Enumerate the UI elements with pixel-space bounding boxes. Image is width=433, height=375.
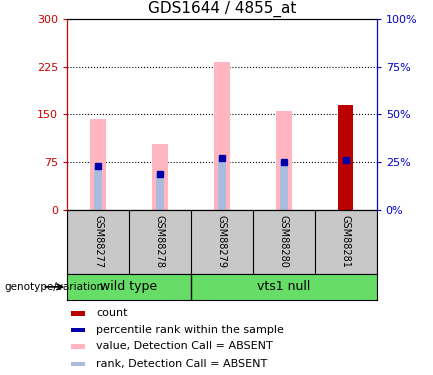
Bar [342,160,349,210]
Bar [94,166,102,210]
Bar [338,105,353,210]
Bar [338,105,353,210]
Text: count: count [97,309,128,318]
Bar [71,328,85,332]
Bar [71,362,85,366]
Text: GSM88281: GSM88281 [341,215,351,268]
Bar [276,111,291,210]
Bar [71,344,85,349]
Text: GSM88280: GSM88280 [279,215,289,268]
Text: GSM88277: GSM88277 [93,215,103,268]
Text: value, Detection Call = ABSENT: value, Detection Call = ABSENT [97,342,273,351]
Bar [71,311,85,316]
Title: GDS1644 / 4855_at: GDS1644 / 4855_at [148,1,296,17]
Bar [156,174,164,210]
Bar [214,62,229,210]
Text: percentile rank within the sample: percentile rank within the sample [97,325,284,335]
Bar [280,162,288,210]
Bar [152,144,168,210]
Text: genotype/variation: genotype/variation [4,282,103,292]
Text: GSM88278: GSM88278 [155,215,165,268]
Text: GSM88279: GSM88279 [217,215,227,268]
Bar [90,120,106,210]
Text: vts1 null: vts1 null [257,280,310,293]
Bar [218,158,226,210]
Text: rank, Detection Call = ABSENT: rank, Detection Call = ABSENT [97,359,268,369]
Text: wild type: wild type [100,280,158,293]
